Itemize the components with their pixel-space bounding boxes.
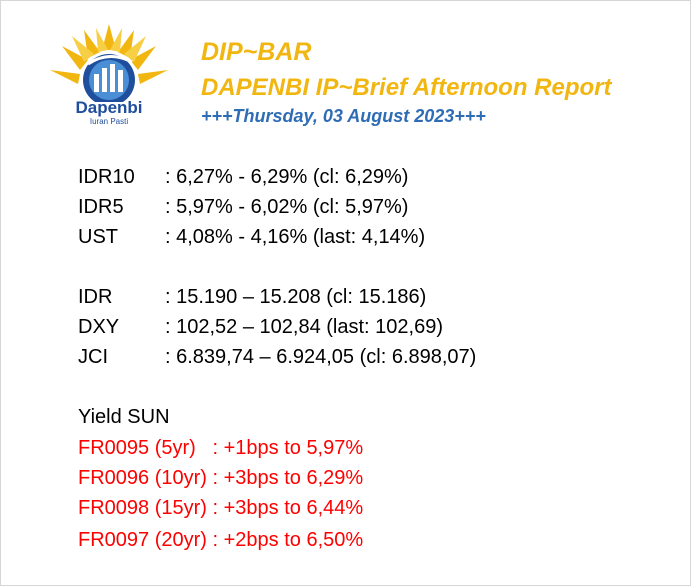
row-value: : 6,27% - 6,29% (cl: 6,29%) bbox=[165, 166, 409, 188]
row-label: IDR5 bbox=[78, 196, 124, 218]
row-value: : 15.190 – 15.208 (cl: 15.186) bbox=[165, 286, 427, 308]
row-value: : 6.839,74 – 6.924,05 (cl: 6.898,07) bbox=[165, 346, 477, 368]
logo-tagline: Iuran Pasti bbox=[89, 117, 129, 126]
sun-building-logo-icon bbox=[50, 24, 168, 106]
row-label: IDR bbox=[78, 286, 113, 308]
yield-sun-row: FR0097 (20yr) : +2bps to 6,50% bbox=[78, 529, 364, 551]
dapenbi-logo: Dapenbi Iuran Pasti bbox=[44, 22, 174, 132]
report-title: DIP~BAR bbox=[201, 38, 312, 66]
row-label: DXY bbox=[78, 316, 120, 338]
row-label: IDR10 bbox=[78, 166, 135, 188]
row-value: : 102,52 – 102,84 (last: 102,69) bbox=[165, 316, 443, 338]
row-value: : 5,97% - 6,02% (cl: 5,97%) bbox=[165, 196, 409, 218]
logo-wordmark: Dapenbi bbox=[75, 98, 143, 117]
report-subtitle: DAPENBI IP~Brief Afternoon Report bbox=[201, 74, 612, 101]
yield-sun-row: FR0098 (15yr) : +3bps to 6,44% bbox=[78, 497, 364, 519]
row-value: : 4,08% - 4,16% (last: 4,14%) bbox=[165, 226, 426, 248]
row-label: UST bbox=[78, 226, 118, 248]
yield-sun-row: FR0096 (10yr) : +3bps to 6,29% bbox=[78, 467, 364, 489]
report-date: +++Thursday, 03 August 2023+++ bbox=[201, 106, 486, 126]
row-label: JCI bbox=[78, 346, 108, 368]
yield-sun-row: FR0095 (5yr) : +1bps to 5,97% bbox=[78, 437, 364, 459]
yield-sun-heading: Yield SUN bbox=[78, 406, 170, 428]
